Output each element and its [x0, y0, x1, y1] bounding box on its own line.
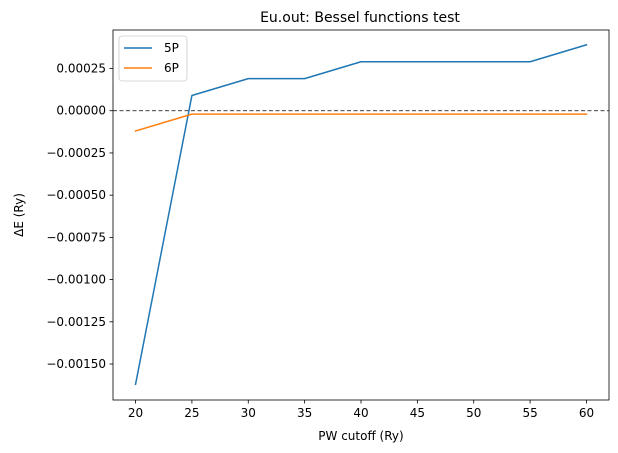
legend-label-6p: 6P: [164, 61, 179, 75]
series-layer: [134, 43, 588, 386]
y-axis-ticks: −0.00150 −0.00125 −0.00100 −0.00075 −0.00050…: [46, 62, 113, 371]
x-tick-label: 40: [353, 406, 368, 420]
y-tick-label: −0.00150: [46, 357, 106, 371]
plot-frame: [112, 29, 610, 401]
y-axis-label: ΔE (Ry): [12, 193, 26, 237]
y-tick-label: −0.00025: [46, 146, 106, 160]
x-axis-label: PW cutoff (Ry): [318, 429, 403, 443]
plot-area: [112, 29, 610, 401]
series-line-6p: [134, 113, 588, 132]
x-axis-ticks: 20 25 30 35 40 45 50 55 60: [128, 400, 594, 420]
x-tick-label: 60: [579, 406, 594, 420]
y-tick-label: −0.00075: [46, 230, 106, 244]
x-tick-label: 30: [241, 406, 256, 420]
x-tick-label: 45: [410, 406, 425, 420]
chart-title: Eu.out: Bessel functions test: [260, 10, 460, 26]
x-tick-label: 25: [184, 406, 199, 420]
y-tick-label: −0.00050: [46, 188, 106, 202]
x-tick-label: 20: [128, 406, 143, 420]
y-tick-label: 0.00025: [56, 62, 106, 76]
legend-label-5p: 5P: [164, 41, 179, 55]
y-tick-label: −0.00125: [46, 315, 106, 329]
y-tick-label: 0.00000: [56, 104, 106, 118]
x-tick-label: 55: [522, 406, 537, 420]
x-tick-label: 35: [297, 406, 312, 420]
x-tick-label: 50: [466, 406, 481, 420]
y-tick-label: −0.00100: [46, 273, 106, 287]
series-line-5p: [134, 43, 588, 386]
